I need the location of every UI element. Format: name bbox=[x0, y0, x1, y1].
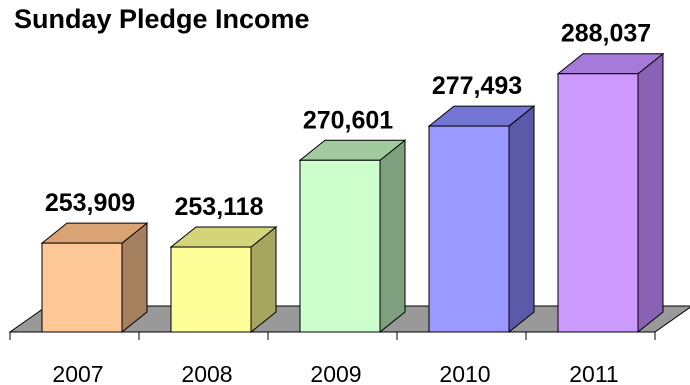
bar-2010 bbox=[427, 105, 536, 334]
x-tick-label-2009: 2009 bbox=[310, 361, 361, 385]
x-tick-label-2007: 2007 bbox=[52, 361, 103, 385]
bar-side-face bbox=[637, 52, 664, 334]
data-label-2008: 253,118 bbox=[175, 193, 264, 221]
bars-group bbox=[40, 52, 665, 334]
bar-front-face bbox=[299, 159, 381, 333]
bar-front-face bbox=[557, 73, 639, 333]
x-axis: 2007 2008 2009 2010 2011 bbox=[9, 331, 656, 385]
bar-side-face bbox=[379, 139, 406, 334]
bar-side-face bbox=[508, 105, 535, 334]
data-label-2011: 288,037 bbox=[561, 20, 651, 48]
x-tick-label-2008: 2008 bbox=[181, 361, 232, 385]
x-tick-label-2010: 2010 bbox=[439, 361, 490, 385]
data-label-2009: 270,601 bbox=[303, 106, 393, 134]
bar-front-face bbox=[170, 246, 252, 333]
bar-2009 bbox=[298, 139, 407, 334]
data-label-2007: 253,909 bbox=[45, 189, 135, 217]
data-label-2010: 277,493 bbox=[432, 72, 522, 100]
x-tick-label-2011: 2011 bbox=[569, 361, 618, 385]
chart-title: Sunday Pledge Income bbox=[14, 4, 310, 34]
bar-2008 bbox=[169, 226, 278, 334]
bar-2007 bbox=[40, 222, 149, 334]
bar-front-face bbox=[41, 242, 123, 333]
bar-front-face bbox=[428, 125, 510, 333]
bar-2011 bbox=[556, 52, 665, 334]
value-labels-group: 253,909 253,118 270,601 277,493 288,037 bbox=[45, 20, 651, 221]
